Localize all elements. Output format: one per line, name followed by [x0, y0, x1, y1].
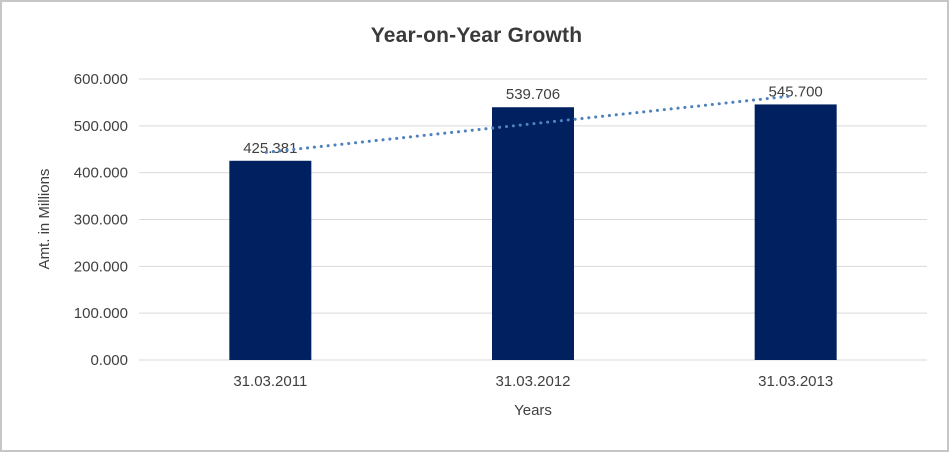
- x-axis-category-label: 31.03.2011: [233, 373, 307, 390]
- y-axis-tick-label: 0.000: [90, 352, 128, 369]
- bar-value-label: 545.700: [769, 83, 823, 100]
- trendline: [264, 94, 794, 154]
- y-axis-tick-label: 400.000: [74, 165, 128, 182]
- y-axis-tick-label: 500.000: [74, 118, 128, 135]
- y-axis-tick-label: 100.000: [74, 305, 128, 322]
- bar: [229, 160, 312, 360]
- x-axis-category-label: 31.03.2012: [495, 373, 570, 390]
- x-axis-title: Years: [514, 402, 552, 419]
- bar: [492, 107, 574, 360]
- y-axis-tick-label: 300.000: [74, 212, 128, 229]
- bar-value-label: 425.381: [243, 140, 297, 157]
- chart-title: Year-on-Year Growth: [370, 24, 583, 47]
- bar: [754, 104, 837, 360]
- y-axis-tick-label: 600.000: [74, 71, 128, 88]
- bar-value-label: 539.706: [506, 86, 560, 103]
- y-axis-tick-label: 200.000: [74, 258, 128, 275]
- x-axis-category-label: 31.03.2013: [758, 373, 833, 390]
